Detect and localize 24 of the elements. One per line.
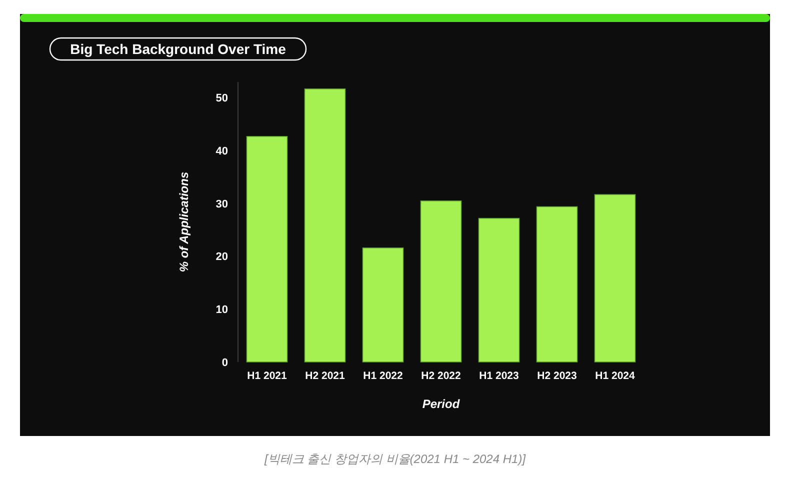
x-tick-label: H2 2021 (305, 370, 346, 382)
bar (246, 136, 288, 362)
bar (536, 206, 578, 362)
y-tick-label: 0 (222, 356, 228, 369)
x-tick-label: H1 2021 (247, 370, 288, 382)
x-tick-label: H1 2024 (595, 370, 636, 382)
bar (594, 194, 636, 362)
x-tick-label: H1 2022 (363, 370, 404, 382)
bar (478, 218, 520, 362)
text: [빅테크 출신 창업자의 비율(2021 H1 ~ 2024 H1)] (263, 452, 526, 466)
bar (362, 247, 404, 362)
y-tick-label: 20 (216, 251, 228, 264)
bar (420, 200, 462, 362)
x-tick-label: H1 2023 (479, 370, 520, 382)
x-tick-label: H2 2022 (421, 370, 462, 382)
x-tick-label: H2 2023 (537, 370, 578, 382)
y-tick-label: 50 (216, 92, 228, 105)
y-axis-title: % of Applications (177, 172, 191, 272)
chart-title: Big Tech Background Over Time (70, 41, 286, 57)
y-tick-label: 40 (216, 146, 228, 158)
y-tick-label: 10 (216, 304, 228, 316)
bar (304, 88, 346, 362)
x-axis-title: Period (422, 397, 460, 411)
y-tick-label: 30 (216, 198, 228, 210)
